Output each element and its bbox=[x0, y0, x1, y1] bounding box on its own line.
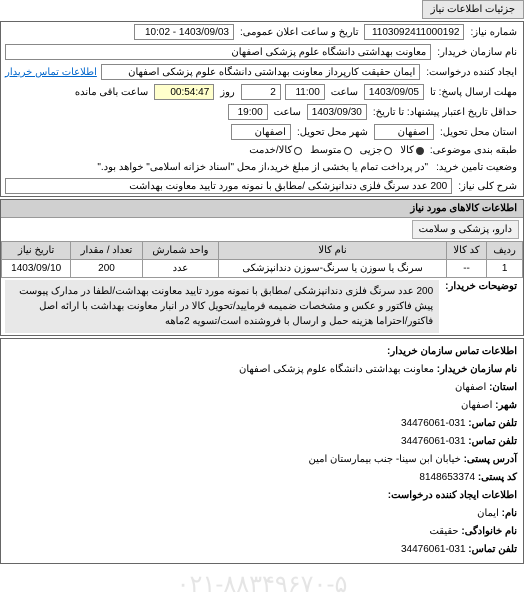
f-org-label: نام سازمان خریدار: bbox=[437, 364, 517, 375]
radio-icon bbox=[344, 147, 352, 155]
time-label-1: ساعت bbox=[329, 86, 360, 99]
f-fax-label: تلفن تماس: bbox=[468, 436, 517, 447]
col-code: کد کالا bbox=[446, 242, 486, 260]
f-name-label: نام: bbox=[502, 508, 517, 519]
col-row: ردیف bbox=[487, 242, 523, 260]
days-value: 2 bbox=[241, 84, 281, 100]
f-reqphone-value: 031-34476061 bbox=[401, 544, 466, 555]
delivery-city-value: اصفهان bbox=[231, 124, 291, 140]
buyer-value: معاونت بهداشتی دانشگاه علوم پزشکی اصفهان bbox=[5, 44, 431, 60]
deadline-label: مهلت ارسال پاسخ: تا bbox=[428, 86, 519, 99]
desc-label: شرح کلی نیاز: bbox=[456, 180, 519, 193]
watermark: ۰۲۱-۸۸۳۴۹۶۷۰-۵ bbox=[0, 566, 524, 603]
number-label: شماره نیاز: bbox=[468, 26, 519, 39]
radio-kala[interactable]: کالا bbox=[400, 145, 424, 156]
guarantee-label: وضعیت تامین خرید: bbox=[434, 161, 519, 174]
creator-label: ایجاد کننده درخواست: bbox=[424, 66, 519, 79]
f-reqphone-label: تلفن تماس: bbox=[468, 544, 517, 555]
time-label-2: ساعت bbox=[272, 106, 303, 119]
f-postal-label: کد پستی: bbox=[478, 472, 517, 483]
f-name-value: ایمان bbox=[477, 508, 499, 519]
radio-icon bbox=[416, 147, 424, 155]
remaining-label: ساعت باقی مانده bbox=[73, 86, 150, 99]
f-prov-value: اصفهان bbox=[455, 382, 486, 393]
col-unit: واحد شمارش bbox=[142, 242, 219, 260]
f-city-value: اصفهان bbox=[461, 400, 492, 411]
cell-name: سرنگ یا سوزن یا سرنگ-سوزن دندانپزشکی bbox=[219, 260, 447, 278]
validity-time: 19:00 bbox=[228, 104, 268, 120]
cell-idx: 1 bbox=[487, 260, 523, 278]
guarantee-text: "در پرداخت تمام یا بخشی از مبلغ خرید،از … bbox=[5, 161, 430, 174]
contact-title: اطلاعات تماس سازمان خریدار: bbox=[7, 343, 517, 361]
buyer-notes-label: توضیحات خریدار: bbox=[443, 280, 519, 293]
radio-jozi[interactable]: جزیی bbox=[360, 145, 393, 156]
f-addr-label: آدرس پستی: bbox=[464, 454, 517, 465]
f-addr-value: خیابان ابن سینا- جنب بیمارستان امین bbox=[308, 454, 460, 465]
tab-details[interactable]: جزئیات اطلاعات نیاز bbox=[422, 0, 524, 19]
deadline-date: 1403/09/05 bbox=[364, 84, 424, 100]
radio-icon bbox=[384, 147, 392, 155]
buyer-notes: 200 عدد سرنگ فلزی دندانپزشکی /مطابق با ن… bbox=[5, 280, 439, 333]
deadline-time: 11:00 bbox=[285, 84, 325, 100]
goods-section-title: اطلاعات کالاهای مورد نیاز bbox=[1, 200, 523, 218]
col-date: تاریخ نیاز bbox=[2, 242, 71, 260]
contact-link[interactable]: اطلاعات تماس خریدار bbox=[5, 67, 97, 78]
buyer-label: نام سازمان خریدار: bbox=[435, 46, 519, 59]
f-city-label: شهر: bbox=[495, 400, 517, 411]
cell-qty: 200 bbox=[71, 260, 142, 278]
f-lastname-value: حقیقت bbox=[429, 526, 458, 537]
cell-code: -- bbox=[446, 260, 486, 278]
goods-table: ردیف کد کالا نام کالا واحد شمارش تعداد /… bbox=[1, 241, 523, 278]
table-row: 1 -- سرنگ یا سوزن یا سرنگ-سوزن دندانپزشک… bbox=[2, 260, 523, 278]
col-qty: تعداد / مقدار bbox=[71, 242, 142, 260]
f-prov-label: استان: bbox=[489, 382, 517, 393]
f-fax-value: 031-34476061 bbox=[401, 436, 466, 447]
desc-value: 200 عدد سرنگ فلزی دندانپزشکی /مطابق با ن… bbox=[5, 178, 452, 194]
remaining-time: 00:54:47 bbox=[154, 84, 214, 100]
delivery-loc-label: استان محل تحویل: bbox=[438, 126, 519, 139]
radio-motavaset[interactable]: متوسط bbox=[310, 145, 351, 156]
f-phone-label: تلفن تماس: bbox=[468, 418, 517, 429]
validity-label: حداقل تاریخ اعتبار پیشنهاد: تا تاریخ: bbox=[371, 106, 519, 119]
req-contact-title: اطلاعات ایجاد کننده درخواست: bbox=[7, 487, 517, 505]
delivery-loc-value: اصفهان bbox=[374, 124, 434, 140]
delivery-city-label: شهر محل تحویل: bbox=[295, 126, 370, 139]
radio-icon bbox=[294, 147, 302, 155]
col-name: نام کالا bbox=[219, 242, 447, 260]
cell-date: 1403/09/10 bbox=[2, 260, 71, 278]
cell-unit: عدد bbox=[142, 260, 219, 278]
radio-kala-khidmat[interactable]: کالا/خدمت bbox=[249, 145, 302, 156]
days-label: روز bbox=[218, 86, 237, 99]
validity-date: 1403/09/30 bbox=[307, 104, 367, 120]
f-phone-value: 031-34476061 bbox=[401, 418, 466, 429]
announce-value: 1403/09/03 - 10:02 bbox=[134, 24, 234, 40]
budget-radio-group: کالا جزیی متوسط کالا/خدمت bbox=[249, 145, 424, 156]
f-lastname-label: نام خانوادگی: bbox=[461, 526, 517, 537]
creator-value: ایمان حقیقت کارپرداز معاونت بهداشتی دانش… bbox=[101, 64, 420, 80]
f-org-value: معاونت بهداشتی دانشگاه علوم پزشکی اصفهان bbox=[239, 364, 434, 375]
f-postal-value: 8148653374 bbox=[419, 472, 475, 483]
category-box: دارو، پزشکی و سلامت bbox=[412, 220, 519, 239]
footer-section: اطلاعات تماس سازمان خریدار: نام سازمان خ… bbox=[0, 338, 524, 564]
budget-label: طبقه بندی موضوعی: bbox=[428, 144, 519, 157]
announce-label: تاریخ و ساعت اعلان عمومی: bbox=[238, 26, 361, 39]
number-value: 1103092411000192 bbox=[364, 24, 464, 40]
